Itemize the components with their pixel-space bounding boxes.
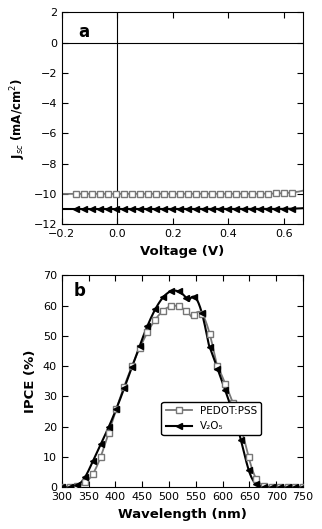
X-axis label: Wavelength (nm): Wavelength (nm) [118, 508, 247, 521]
Legend: PEDOT:PSS, V₂O₅: PEDOT:PSS, V₂O₅ [161, 402, 261, 435]
Text: b: b [74, 282, 86, 300]
Text: a: a [79, 23, 90, 41]
Y-axis label: IPCE (%): IPCE (%) [24, 350, 37, 413]
X-axis label: Voltage (V): Voltage (V) [140, 244, 225, 258]
Y-axis label: J$_{sc}$ (mA/cm$^2$): J$_{sc}$ (mA/cm$^2$) [8, 78, 28, 159]
